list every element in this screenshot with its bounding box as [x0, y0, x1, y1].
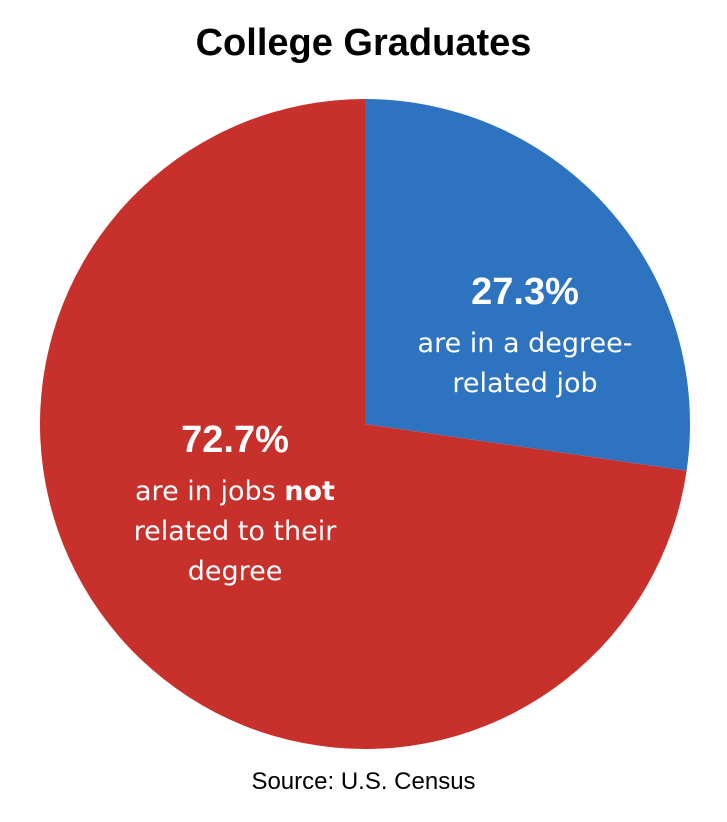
slice-description-line-1-0: are in jobs not	[135, 476, 335, 507]
slice-description-line-1-2: degree	[188, 556, 283, 587]
slice-description-line-0-0: are in a degree-	[418, 328, 633, 359]
slice-percent-label-1: 72.7%	[181, 419, 289, 461]
slice-description-line-0-1: related job	[452, 368, 597, 399]
pie-slices	[40, 99, 690, 749]
slice-description-line-1-1: related to their	[134, 516, 338, 547]
source-note: Source: U.S. Census	[0, 768, 727, 796]
slice-percent-label-0: 27.3%	[471, 271, 579, 313]
